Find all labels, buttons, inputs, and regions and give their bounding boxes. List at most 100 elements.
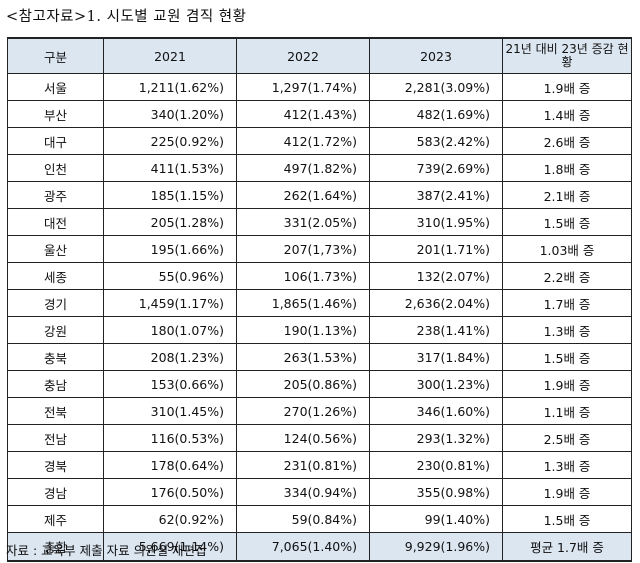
total-2023: 9,929(1.96%) (369, 532, 503, 562)
change-cell: 1.8배 증 (502, 154, 632, 182)
value-2022-cell: 207(1,73%) (236, 235, 370, 263)
value-2023-cell: 317(1.84%) (369, 343, 503, 371)
value-2022-cell: 1,297(1.74%) (236, 73, 370, 101)
change-cell: 1.9배 증 (502, 478, 632, 506)
value-2023-cell: 739(2.69%) (369, 154, 503, 182)
value-2023-cell: 482(1.69%) (369, 100, 503, 128)
header-2022: 2022 (236, 37, 370, 74)
value-2021-cell: 153(0.66%) (103, 370, 237, 398)
header-2021: 2021 (103, 37, 237, 74)
region-cell: 충북 (7, 343, 104, 371)
table-row: 세종 55(0.96%) 106(1.73%) 132(2.07%) 2.2배 증 (7, 262, 632, 290)
teacher-side-job-table: 구분 2021 2022 2023 21년 대비 23년 증감 현황 서울 1,2… (7, 37, 632, 562)
value-2022-cell: 190(1.13%) (236, 316, 370, 344)
table-header-row: 구분 2021 2022 2023 21년 대비 23년 증감 현황 (7, 37, 632, 74)
value-2021-cell: 1,459(1.17%) (103, 289, 237, 317)
region-cell: 강원 (7, 316, 104, 344)
value-2021-cell: 208(1.23%) (103, 343, 237, 371)
value-2021-cell: 205(1.28%) (103, 208, 237, 236)
value-2023-cell: 300(1.23%) (369, 370, 503, 398)
value-2022-cell: 262(1.64%) (236, 181, 370, 209)
value-2022-cell: 412(1.43%) (236, 100, 370, 128)
change-cell: 2.6배 증 (502, 127, 632, 155)
header-2023: 2023 (369, 37, 503, 74)
value-2021-cell: 411(1.53%) (103, 154, 237, 182)
page-title: <참고자료>1. 시도별 교원 겸직 현황 (6, 9, 247, 25)
value-2022-cell: 331(2.05%) (236, 208, 370, 236)
value-2022-cell: 334(0.94%) (236, 478, 370, 506)
change-cell: 1.9배 증 (502, 73, 632, 101)
region-cell: 인천 (7, 154, 104, 182)
value-2021-cell: 185(1.15%) (103, 181, 237, 209)
table-row: 경남 176(0.50%) 334(0.94%) 355(0.98%) 1.9배 증 (7, 478, 632, 506)
table-row: 전북 310(1.45%) 270(1.26%) 346(1.60%) 1.1배 증 (7, 397, 632, 425)
value-2021-cell: 178(0.64%) (103, 451, 237, 479)
table-row: 제주 62(0.92%) 59(0.84%) 99(1.40%) 1.5배 증 (7, 505, 632, 533)
source-note: 자료 : 교육부 제출 자료 의원실 재편집 (6, 543, 207, 558)
value-2022-cell: 1,865(1.46%) (236, 289, 370, 317)
table-row: 울산 195(1.66%) 207(1,73%) 201(1.71%) 1.03배 증 (7, 235, 632, 263)
header-category: 구분 (7, 37, 104, 74)
value-2021-cell: 1,211(1.62%) (103, 73, 237, 101)
change-cell: 1.9배 증 (502, 370, 632, 398)
value-2023-cell: 346(1.60%) (369, 397, 503, 425)
change-cell: 2.2배 증 (502, 262, 632, 290)
region-cell: 세종 (7, 262, 104, 290)
value-2022-cell: 270(1.26%) (236, 397, 370, 425)
table-row: 부산 340(1.20%) 412(1.43%) 482(1.69%) 1.4배 증 (7, 100, 632, 128)
header-change: 21년 대비 23년 증감 현황 (502, 37, 632, 74)
value-2022-cell: 263(1.53%) (236, 343, 370, 371)
table-row: 광주 185(1.15%) 262(1.64%) 387(2.41%) 2.1배 증 (7, 181, 632, 209)
total-change: 평균 1.7배 증 (502, 532, 632, 562)
region-cell: 전남 (7, 424, 104, 452)
table-row: 서울 1,211(1.62%) 1,297(1.74%) 2,281(3.09%) 1.… (7, 73, 632, 101)
table-row: 대전 205(1.28%) 331(2.05%) 310(1.95%) 1.5배 증 (7, 208, 632, 236)
change-cell: 1.3배 증 (502, 451, 632, 479)
region-cell: 울산 (7, 235, 104, 263)
value-2023-cell: 238(1.41%) (369, 316, 503, 344)
value-2023-cell: 230(0.81%) (369, 451, 503, 479)
region-cell: 광주 (7, 181, 104, 209)
value-2023-cell: 387(2.41%) (369, 181, 503, 209)
change-cell: 1.5배 증 (502, 505, 632, 533)
value-2023-cell: 99(1.40%) (369, 505, 503, 533)
value-2023-cell: 310(1.95%) (369, 208, 503, 236)
value-2021-cell: 62(0.92%) (103, 505, 237, 533)
value-2022-cell: 497(1.82%) (236, 154, 370, 182)
table-row: 전남 116(0.53%) 124(0.56%) 293(1.32%) 2.5배 증 (7, 424, 632, 452)
value-2023-cell: 355(0.98%) (369, 478, 503, 506)
value-2023-cell: 293(1.32%) (369, 424, 503, 452)
region-cell: 대전 (7, 208, 104, 236)
table-row: 인천 411(1.53%) 497(1.82%) 739(2.69%) 1.8배 증 (7, 154, 632, 182)
change-cell: 2.5배 증 (502, 424, 632, 452)
table-row: 경기 1,459(1.17%) 1,865(1.46%) 2,636(2.04%) 1.… (7, 289, 632, 317)
value-2021-cell: 225(0.92%) (103, 127, 237, 155)
region-cell: 경북 (7, 451, 104, 479)
value-2021-cell: 340(1.20%) (103, 100, 237, 128)
change-cell: 1.03배 증 (502, 235, 632, 263)
region-cell: 서울 (7, 73, 104, 101)
value-2022-cell: 231(0.81%) (236, 451, 370, 479)
value-2021-cell: 195(1.66%) (103, 235, 237, 263)
value-2021-cell: 116(0.53%) (103, 424, 237, 452)
table-row: 충북 208(1.23%) 263(1.53%) 317(1.84%) 1.5배 증 (7, 343, 632, 371)
region-cell: 제주 (7, 505, 104, 533)
value-2022-cell: 124(0.56%) (236, 424, 370, 452)
value-2023-cell: 2,281(3.09%) (369, 73, 503, 101)
value-2023-cell: 583(2.42%) (369, 127, 503, 155)
region-cell: 경남 (7, 478, 104, 506)
value-2023-cell: 201(1.71%) (369, 235, 503, 263)
change-cell: 1.5배 증 (502, 208, 632, 236)
region-cell: 부산 (7, 100, 104, 128)
value-2022-cell: 106(1.73%) (236, 262, 370, 290)
table-row: 경북 178(0.64%) 231(0.81%) 230(0.81%) 1.3배 증 (7, 451, 632, 479)
value-2023-cell: 2,636(2.04%) (369, 289, 503, 317)
change-cell: 1.3배 증 (502, 316, 632, 344)
value-2023-cell: 132(2.07%) (369, 262, 503, 290)
total-row: 총합 5,669(1.14%) 7,065(1.40%) 9,929(1.96%… (7, 532, 632, 562)
table-row: 대구 225(0.92%) 412(1.72%) 583(2.42%) 2.6배 증 (7, 127, 632, 155)
table-row: 강원 180(1.07%) 190(1.13%) 238(1.41%) 1.3배 증 (7, 316, 632, 344)
value-2022-cell: 59(0.84%) (236, 505, 370, 533)
change-cell: 2.1배 증 (502, 181, 632, 209)
change-cell: 1.5배 증 (502, 343, 632, 371)
